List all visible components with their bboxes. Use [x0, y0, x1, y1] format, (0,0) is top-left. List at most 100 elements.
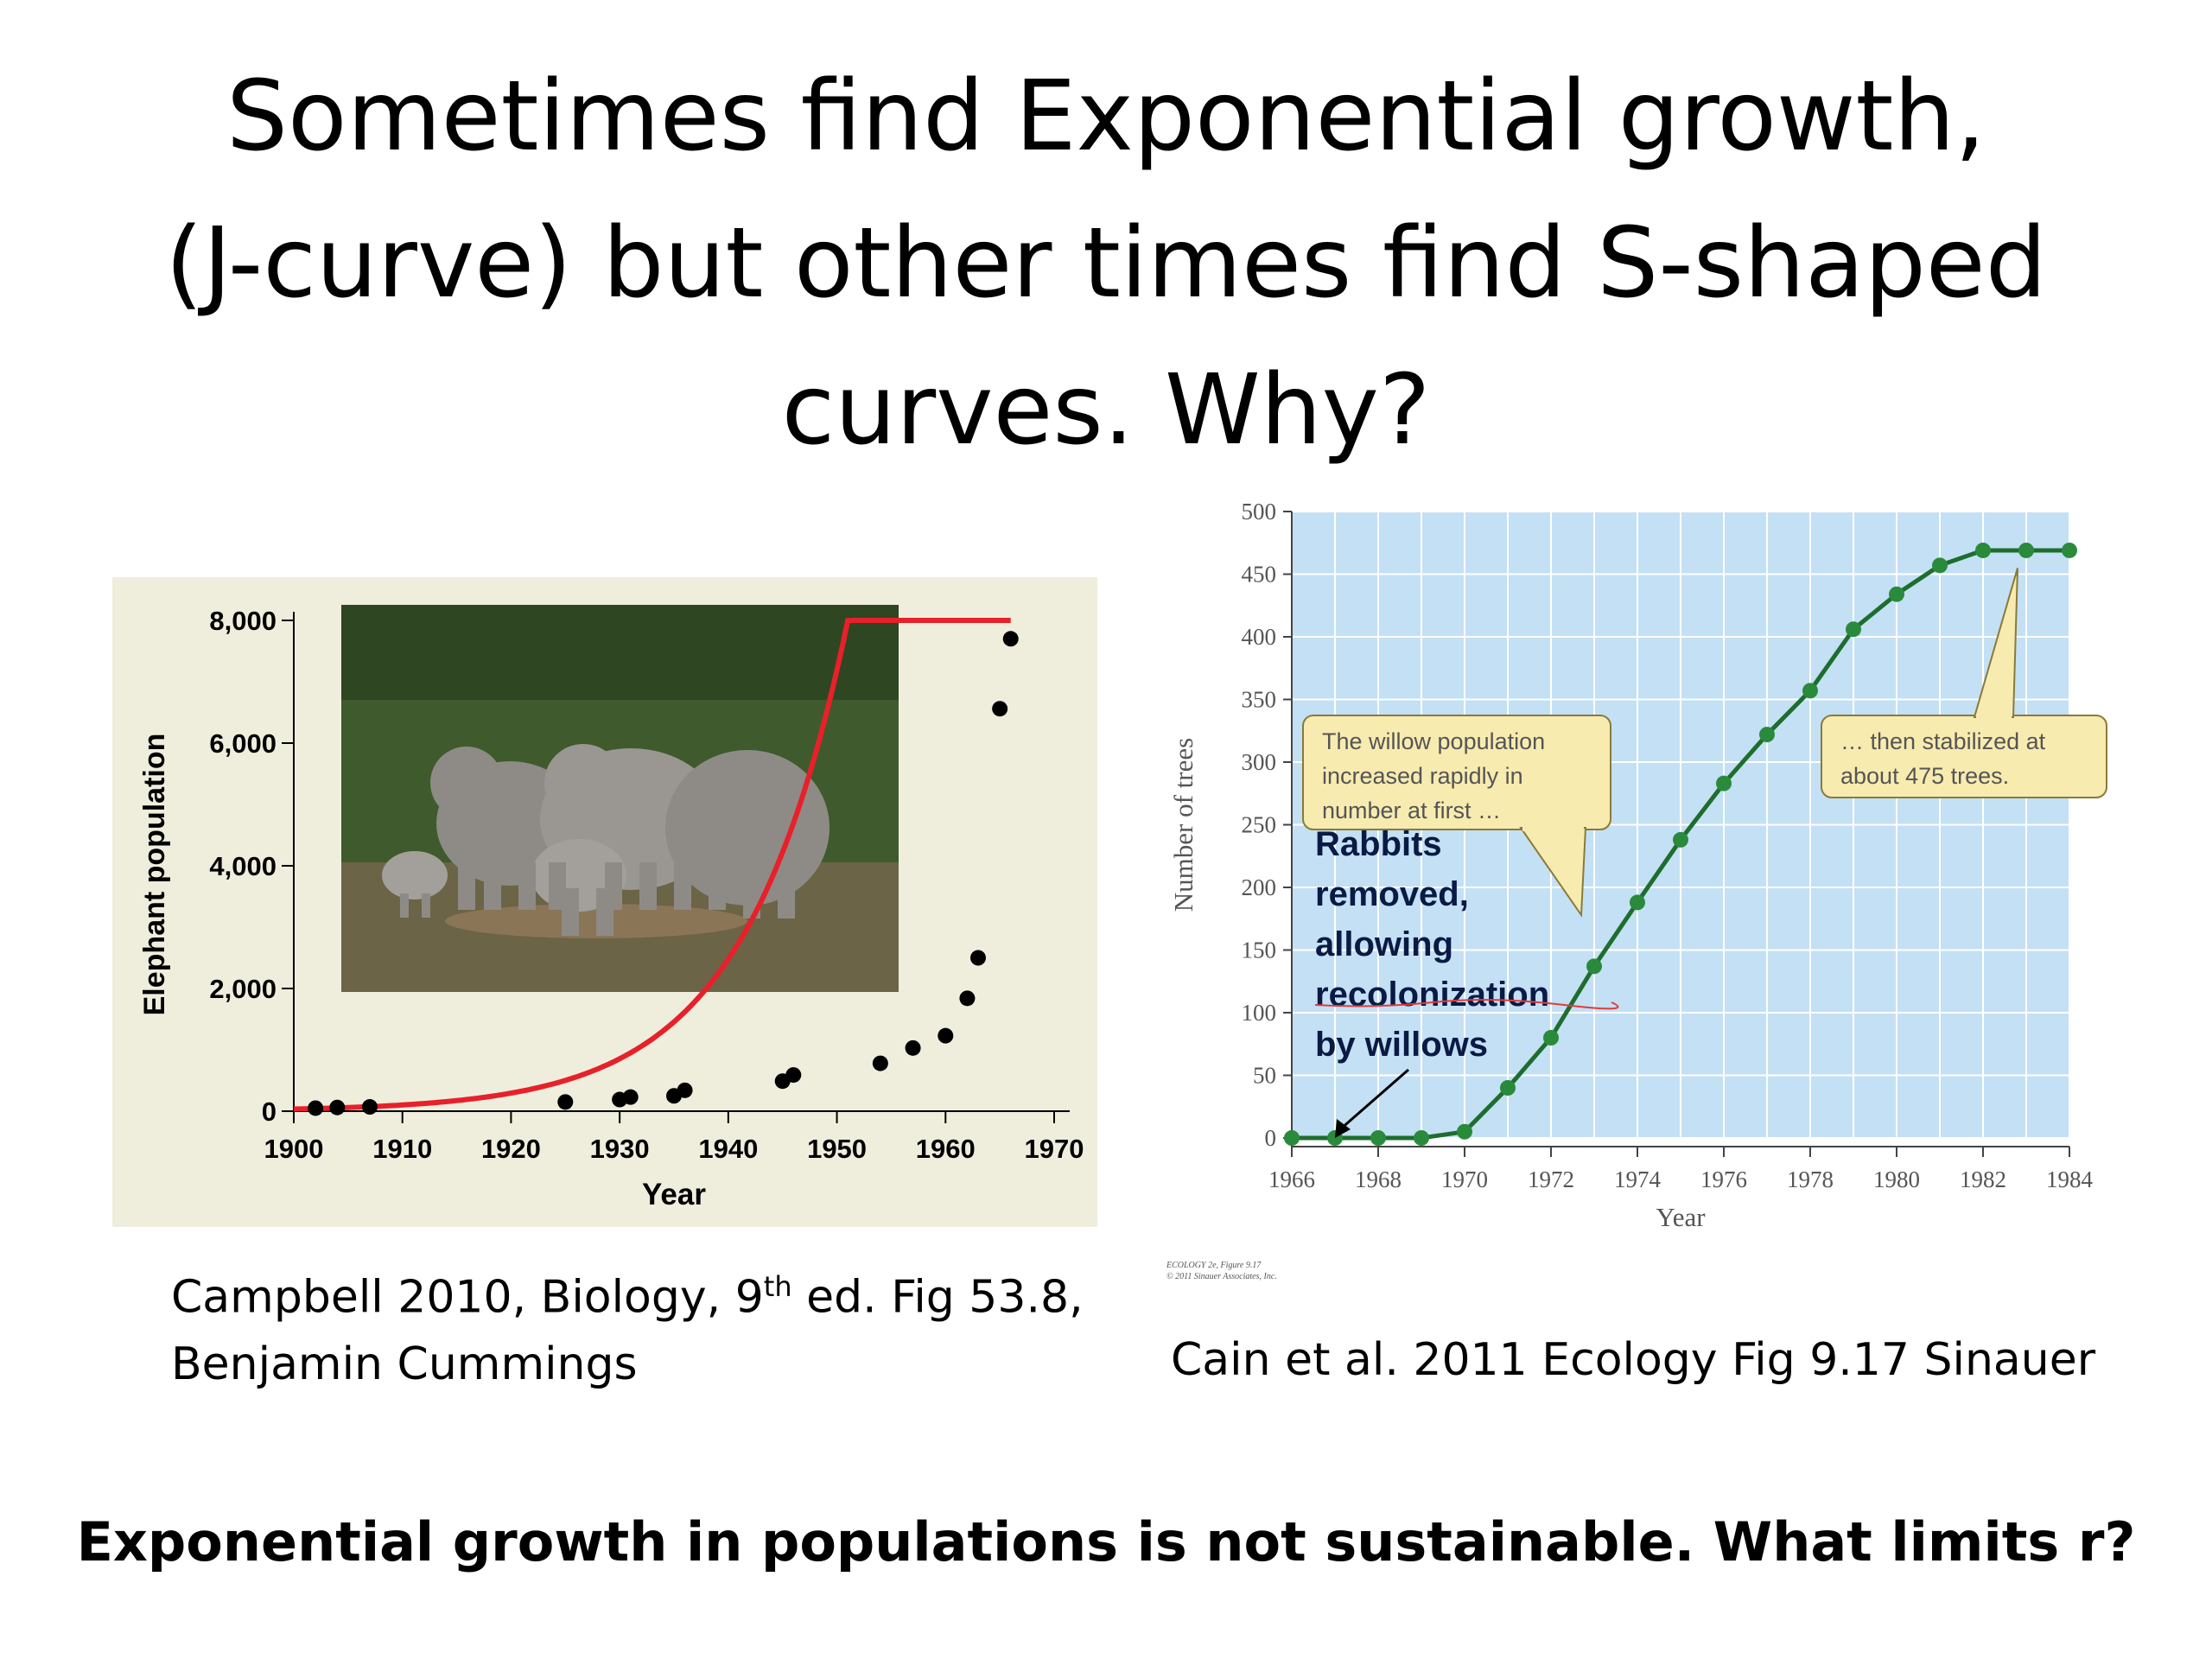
data-point [1975, 542, 1991, 558]
calf-2-body [382, 851, 448, 899]
y-tick-label: 150 [1242, 938, 1277, 963]
data-point [938, 1027, 954, 1044]
data-point [1002, 631, 1019, 647]
title-line-3: curves. Why? [781, 354, 1431, 467]
caption-campbell: Campbell 2010, Biology, 9th ed. Fig 53.8… [171, 1253, 1084, 1398]
elephant-1-head [430, 747, 503, 819]
data-point [872, 1055, 888, 1071]
calf-leg [400, 893, 409, 918]
y-tick-label: 200 [1242, 874, 1277, 900]
data-point [1414, 1130, 1429, 1146]
data-point [1457, 1123, 1472, 1140]
elephant-leg [596, 888, 613, 936]
callout-rapid-increase-line: increased rapidly in [1322, 763, 1523, 789]
y-tick-label: 350 [1242, 687, 1277, 713]
data-point [362, 1099, 378, 1116]
data-point [1284, 1130, 1300, 1146]
x-tick-label: 1940 [698, 1134, 758, 1164]
elephant-leg [674, 862, 691, 910]
elephant-herd-photo [341, 605, 899, 992]
y-tick-label: 0 [1265, 1125, 1277, 1151]
data-point [1846, 621, 1861, 638]
data-point [1630, 894, 1645, 911]
elephant-leg [562, 888, 579, 936]
annotation-rabbits-line: removed, [1315, 875, 1469, 913]
elephant-leg [458, 862, 475, 910]
x-tick-label: 1976 [1700, 1166, 1747, 1192]
y-tick-label: 2,000 [209, 974, 276, 1004]
caption-campbell-superscript: th [763, 1270, 792, 1303]
data-point [992, 701, 1008, 717]
x-tick-label: 1970 [1441, 1166, 1488, 1192]
caption-campbell-text-a: Campbell 2010, Biology, 9 [171, 1271, 764, 1324]
annotation-arrow-head [1335, 1119, 1351, 1138]
elephant-leg [709, 862, 726, 910]
data-point [622, 1089, 639, 1105]
annotation-rabbits-line: allowing [1315, 925, 1453, 963]
callout-box-stabilized [1821, 715, 2107, 798]
elephant-leg [778, 871, 795, 918]
y-tick-label: 400 [1242, 624, 1277, 650]
callout-pointer-join [1976, 714, 2012, 721]
x-tick-label: 1974 [1614, 1166, 1662, 1192]
x-tick-label: 1930 [590, 1134, 650, 1164]
y-axis-label: Elephant population [138, 734, 171, 1016]
willow-population-chart: 0 50 100 150 200 250 300 350 400 450 500 1966 1968 19… [1168, 499, 2107, 1232]
callout-stabilized-line: … then stabilized at [1840, 728, 2046, 754]
data-point [785, 1067, 802, 1084]
callout-box-rapid-increase [1302, 715, 1611, 830]
data-point [2062, 542, 2077, 558]
x-axis-label: Year [642, 1178, 706, 1211]
y-axis-label: Number of trees [1168, 738, 1198, 912]
data-point [1370, 1130, 1386, 1146]
conclusion-text: Exponential growth in populations is not… [76, 1510, 2136, 1573]
spellcheck-underline [1314, 999, 1619, 1010]
x-tick-label: 1972 [1528, 1166, 1574, 1192]
x-tick-label: 1950 [807, 1134, 867, 1164]
y-tick-label: 50 [1253, 1063, 1276, 1089]
x-tick-label: 1968 [1355, 1166, 1402, 1192]
caption-campbell-line-2: Benjamin Cummings [171, 1338, 638, 1391]
x-tick-label: 1920 [481, 1134, 541, 1164]
x-axis-label: Year [1656, 1202, 1706, 1232]
y-tick-label: 500 [1242, 499, 1277, 524]
x-tick-label: 1966 [1268, 1166, 1315, 1192]
data-point [1716, 775, 1732, 791]
data-point [1759, 727, 1775, 743]
x-tick-label: 1982 [1960, 1166, 2006, 1192]
figure-credit-line-2: © 2011 Sinauer Associates, Inc. [1166, 1272, 1277, 1281]
data-point [677, 1082, 693, 1098]
callout-pointer-join [1522, 824, 1584, 831]
data-point [1500, 1080, 1516, 1096]
data-point [1932, 557, 1948, 574]
elephant-2-head [544, 744, 622, 822]
callout-rapid-increase-line: The willow population [1322, 728, 1545, 754]
annotation-rabbits-line: Rabbits [1315, 825, 1442, 863]
annotation-arrow-line [1339, 1068, 1409, 1131]
data-point [1889, 586, 1904, 602]
caption-cain: Cain et al. 2011 Ecology Fig 9.17 Sinaue… [1171, 1334, 2096, 1386]
x-tick-label: 1978 [1787, 1166, 1834, 1192]
callout-stabilized-line: about 475 trees. [1840, 763, 2009, 789]
data-point [329, 1099, 346, 1116]
y-tick-label: 300 [1242, 749, 1277, 775]
figure-credit-line-1: ECOLOGY 2e, Figure 9.17 [1166, 1261, 1262, 1270]
caption-campbell-text-b: ed. Fig 53.8, [791, 1271, 1084, 1324]
title-line-1: Sometimes find Exponential growth, [226, 60, 1986, 173]
exponential-fit-curve [293, 618, 1011, 1112]
elephant-3-body [665, 750, 830, 906]
data-point [2018, 542, 2034, 558]
data-point [1673, 831, 1688, 848]
data-point [1802, 683, 1818, 699]
elephant-population-chart: 0 2,000 4,000 6,000 8,000 1900 1910 1920 1930 194… [112, 577, 1097, 1227]
figure-credit: ECOLOGY 2e, Figure 9.17 © 2011 Sinauer A… [1166, 1260, 1277, 1282]
elephant-leg [484, 862, 501, 910]
x-tick-label: 1960 [916, 1134, 976, 1164]
callout-rapid-increase-line: number at first … [1322, 798, 1501, 823]
data-point [1586, 958, 1602, 975]
y-tick-label: 4,000 [209, 851, 276, 881]
x-tick-label: 1980 [1873, 1166, 1920, 1192]
elephant-leg [518, 862, 536, 910]
caption-campbell-line-1: Campbell 2010, Biology, 9th ed. Fig 53.8… [171, 1253, 1084, 1331]
elephant-leg [639, 862, 657, 910]
